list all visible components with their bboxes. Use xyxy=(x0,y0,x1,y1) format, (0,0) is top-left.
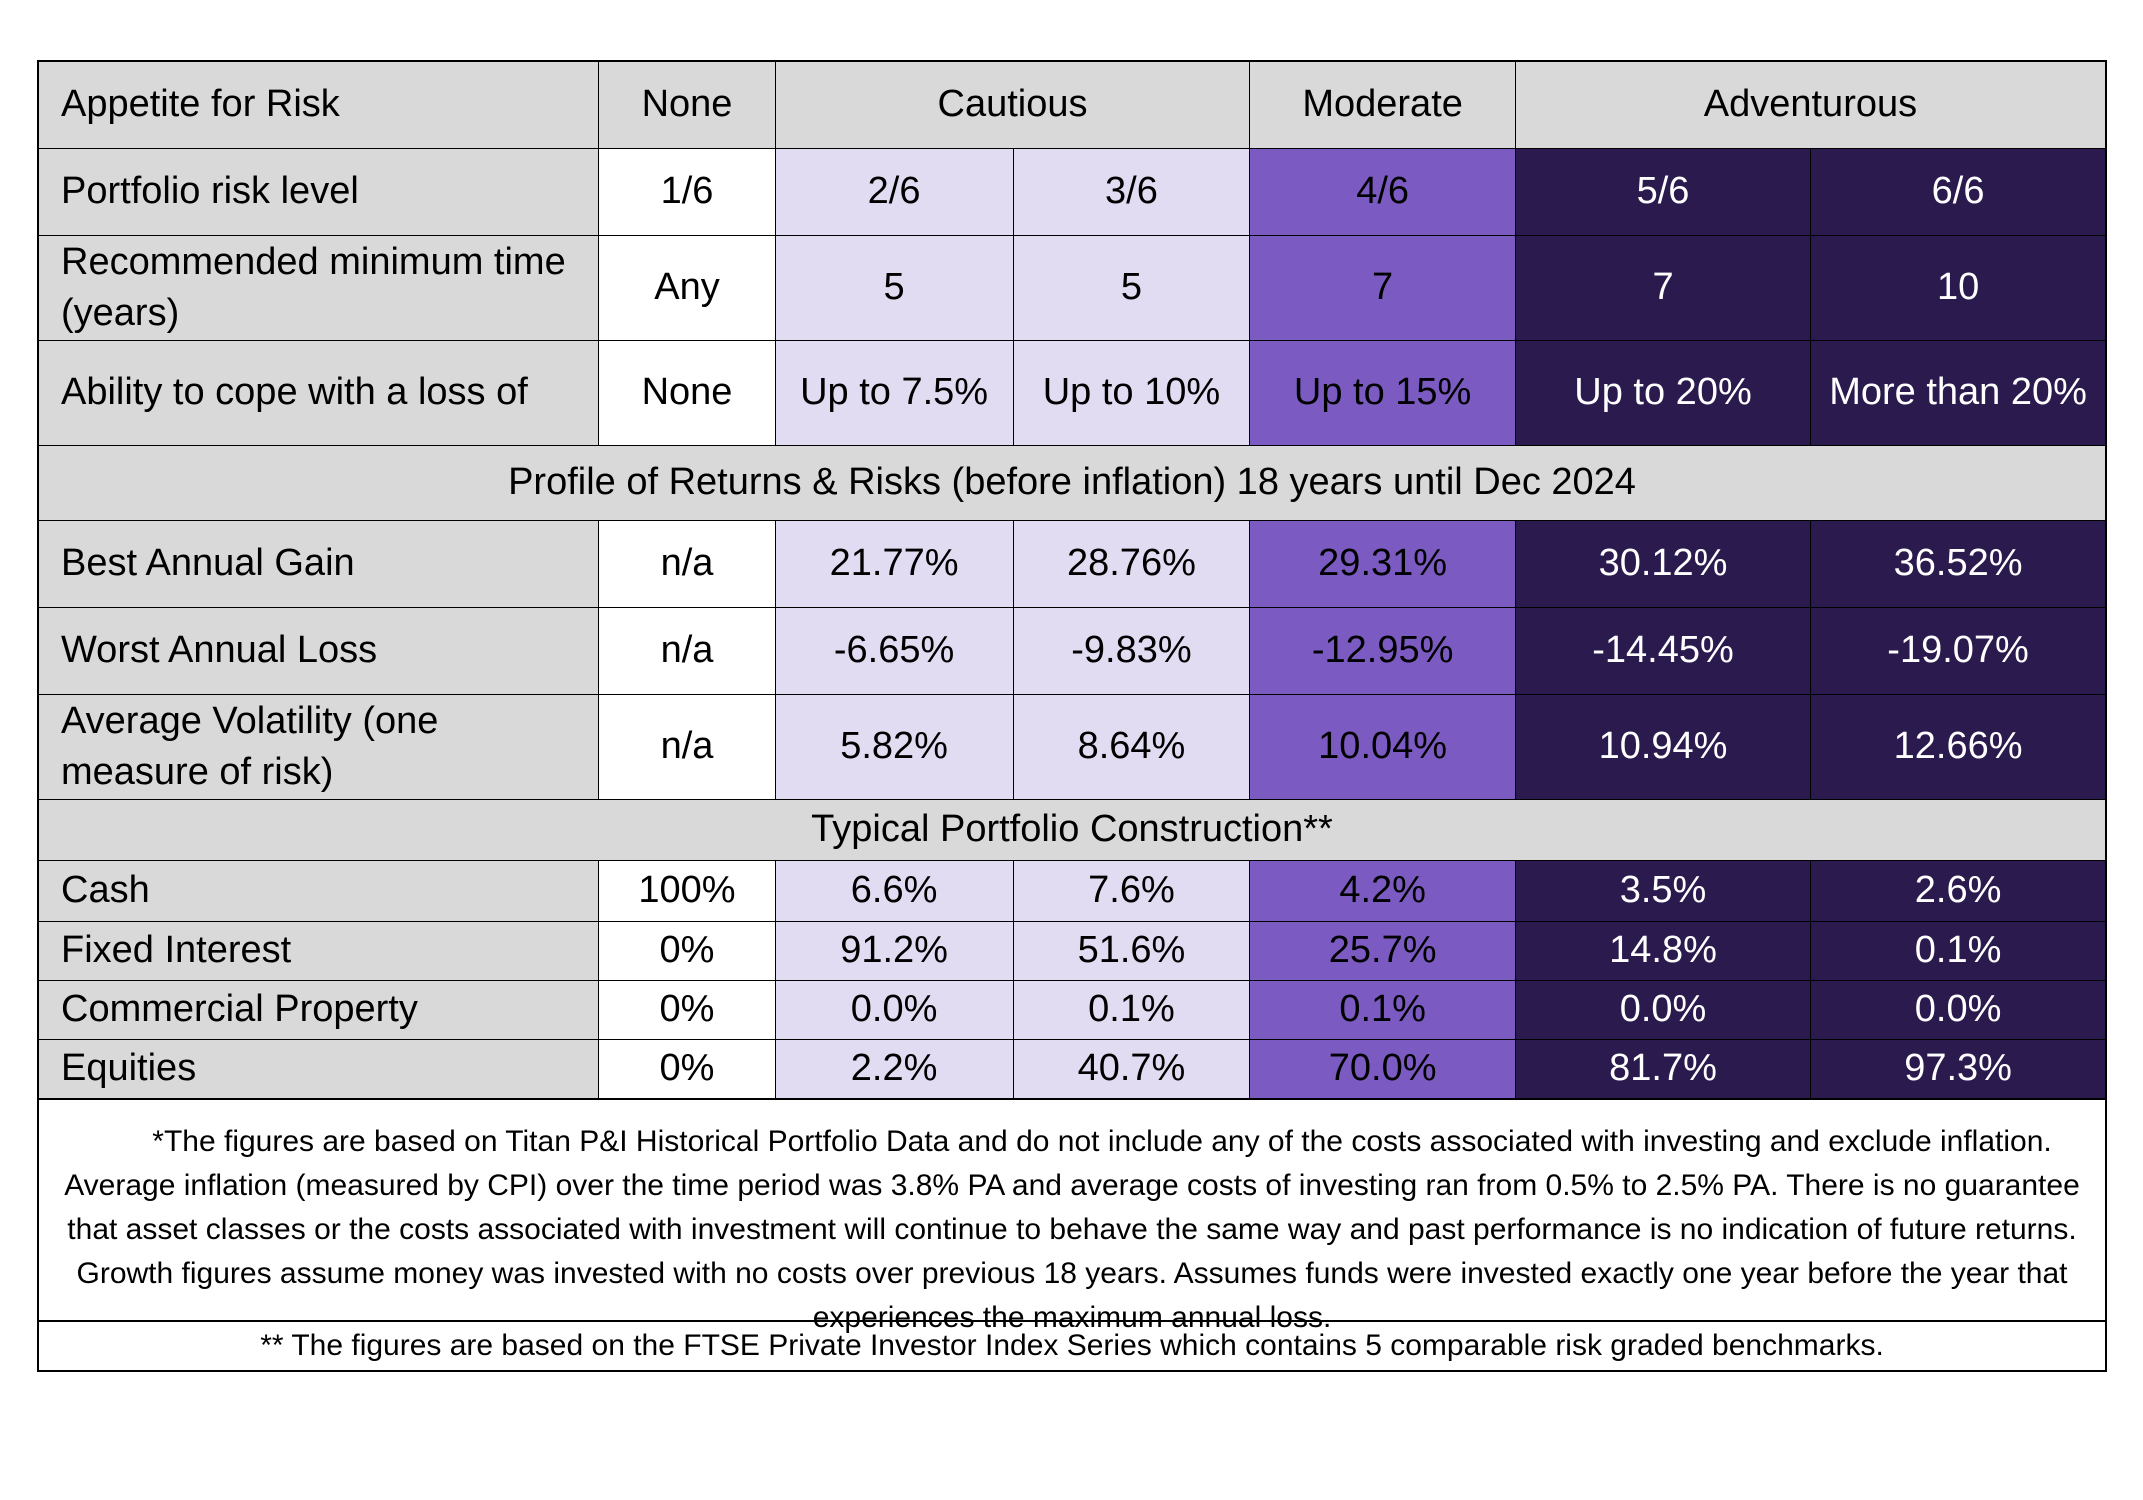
cell-value: 12.66% xyxy=(1810,694,2107,800)
cell-value: 5 xyxy=(1012,235,1251,341)
cell-value: 7 xyxy=(1249,235,1516,341)
row-label: Equities xyxy=(37,1039,600,1100)
cell-value: None xyxy=(598,340,776,446)
cell-value: 0.0% xyxy=(1514,980,1812,1040)
cell-value: 91.2% xyxy=(774,921,1014,981)
footnotes-box: *The figures are based on Titan P&I Hist… xyxy=(37,1100,2107,1372)
cell-value: Up to 7.5% xyxy=(774,340,1014,446)
row-label: Commercial Property xyxy=(37,980,600,1040)
cell-value: 7.6% xyxy=(1012,860,1251,922)
cell-value: 3/6 xyxy=(1012,148,1251,236)
row-label: Fixed Interest xyxy=(37,921,600,981)
cash-row: Cash 100% 6.6% 7.6% 4.2% 3.5% 2.6% xyxy=(37,860,2107,922)
equities-row: Equities 0% 2.2% 40.7% 70.0% 81.7% 97.3% xyxy=(37,1039,2107,1100)
cell-value: 0.1% xyxy=(1249,980,1516,1040)
risk-level-row: Portfolio risk level 1/6 2/6 3/6 4/6 5/6… xyxy=(37,148,2107,236)
cell-value: 8.64% xyxy=(1012,694,1251,800)
row-label: Worst Annual Loss xyxy=(37,607,600,695)
commercial-property-row: Commercial Property 0% 0.0% 0.1% 0.1% 0.… xyxy=(37,980,2107,1040)
row-label: Average Volatility (one measure of risk) xyxy=(37,694,600,800)
cell-value: -12.95% xyxy=(1249,607,1516,695)
cell-value: 0.1% xyxy=(1810,921,2107,981)
cell-value: -19.07% xyxy=(1810,607,2107,695)
risk-profile-sheet: Appetite for Risk None Cautious Moderate… xyxy=(37,60,2107,1372)
row-label: Ability to cope with a loss of xyxy=(37,340,600,446)
cell-value: 2.6% xyxy=(1810,860,2107,922)
cell-value: 51.6% xyxy=(1012,921,1251,981)
min-time-row: Recommended minimum time (years) Any 5 5… xyxy=(37,235,2107,341)
appetite-label: Appetite for Risk xyxy=(37,60,600,149)
cell-value: 70.0% xyxy=(1249,1039,1516,1100)
cell-value: 2/6 xyxy=(774,148,1014,236)
group-cautious: Cautious xyxy=(774,60,1251,149)
row-label: Best Annual Gain xyxy=(37,520,600,608)
cell-value: 4/6 xyxy=(1249,148,1516,236)
cell-value: -6.65% xyxy=(774,607,1014,695)
cell-value: 29.31% xyxy=(1249,520,1516,608)
cell-value: 28.76% xyxy=(1012,520,1251,608)
cell-value: 14.8% xyxy=(1514,921,1812,981)
cell-value: 2.2% xyxy=(774,1039,1014,1100)
appetite-header-row: Appetite for Risk None Cautious Moderate… xyxy=(37,60,2107,149)
cell-value: 100% xyxy=(598,860,776,922)
returns-section-row: Profile of Returns & Risks (before infla… xyxy=(37,445,2107,521)
cell-value: Any xyxy=(598,235,776,341)
cell-value: 21.77% xyxy=(774,520,1014,608)
cell-value: Up to 15% xyxy=(1249,340,1516,446)
row-label: Cash xyxy=(37,860,600,922)
group-adventurous: Adventurous xyxy=(1514,60,2107,149)
row-label: Recommended minimum time (years) xyxy=(37,235,600,341)
worst-loss-row: Worst Annual Loss n/a -6.65% -9.83% -12.… xyxy=(37,607,2107,695)
cell-value: n/a xyxy=(598,694,776,800)
best-gain-row: Best Annual Gain n/a 21.77% 28.76% 29.31… xyxy=(37,520,2107,608)
cell-value: 0% xyxy=(598,921,776,981)
fixed-interest-row: Fixed Interest 0% 91.2% 51.6% 25.7% 14.8… xyxy=(37,921,2107,981)
cell-value: -9.83% xyxy=(1012,607,1251,695)
cell-value: 0.1% xyxy=(1012,980,1251,1040)
risk-profile-table: Appetite for Risk None Cautious Moderate… xyxy=(37,60,2107,1100)
construction-section-row: Typical Portfolio Construction** xyxy=(37,799,2107,861)
cell-value: 36.52% xyxy=(1810,520,2107,608)
cell-value: 7 xyxy=(1514,235,1812,341)
volatility-row: Average Volatility (one measure of risk)… xyxy=(37,694,2107,800)
cell-value: 25.7% xyxy=(1249,921,1516,981)
cell-value: 30.12% xyxy=(1514,520,1812,608)
loss-tolerance-row: Ability to cope with a loss of None Up t… xyxy=(37,340,2107,446)
cell-value: 4.2% xyxy=(1249,860,1516,922)
construction-section-title: Typical Portfolio Construction** xyxy=(37,799,2107,861)
cell-value: 5 xyxy=(774,235,1014,341)
cell-value: 3.5% xyxy=(1514,860,1812,922)
cell-value: 0% xyxy=(598,1039,776,1100)
cell-value: n/a xyxy=(598,607,776,695)
cell-value: Up to 10% xyxy=(1012,340,1251,446)
cell-value: 10 xyxy=(1810,235,2107,341)
cell-value: 5.82% xyxy=(774,694,1014,800)
cell-value: 0.0% xyxy=(774,980,1014,1040)
cell-value: More than 20% xyxy=(1810,340,2107,446)
cell-value: 81.7% xyxy=(1514,1039,1812,1100)
cell-value: 10.94% xyxy=(1514,694,1812,800)
cell-value: 5/6 xyxy=(1514,148,1812,236)
footnote-1-text: *The figures are based on Titan P&I Hist… xyxy=(64,1125,2080,1334)
cell-value: 0.0% xyxy=(1810,980,2107,1040)
cell-value: Up to 20% xyxy=(1514,340,1812,446)
cell-value: 6.6% xyxy=(774,860,1014,922)
footnote-historical-data: *The figures are based on Titan P&I Hist… xyxy=(39,1100,2105,1334)
cell-value: n/a xyxy=(598,520,776,608)
cell-value: -14.45% xyxy=(1514,607,1812,695)
cell-value: 40.7% xyxy=(1012,1039,1251,1100)
cell-value: 97.3% xyxy=(1810,1039,2107,1100)
returns-section-title: Profile of Returns & Risks (before infla… xyxy=(37,445,2107,521)
group-moderate: Moderate xyxy=(1249,60,1516,149)
row-label: Portfolio risk level xyxy=(37,148,600,236)
cell-value: 10.04% xyxy=(1249,694,1516,800)
cell-value: 1/6 xyxy=(598,148,776,236)
group-none: None xyxy=(598,60,776,149)
cell-value: 6/6 xyxy=(1810,148,2107,236)
cell-value: 0% xyxy=(598,980,776,1040)
footnote-ftse-index: ** The figures are based on the FTSE Pri… xyxy=(39,1320,2105,1370)
